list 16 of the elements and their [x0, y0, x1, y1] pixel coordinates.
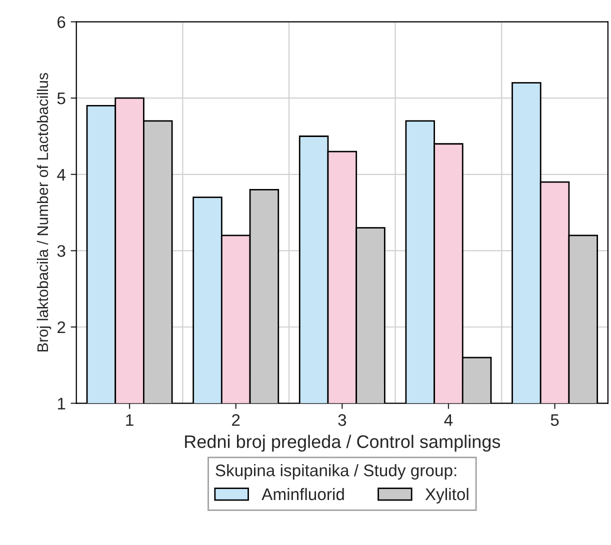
y-tick-label: 6	[58, 16, 66, 28]
legend-label: Aminfluorid	[262, 488, 344, 500]
y-tick-label: 2	[58, 321, 66, 334]
y-tick-label: 5	[57, 92, 66, 104]
x-tick-label: 3	[338, 414, 346, 426]
y-tick-label: 1	[58, 398, 66, 410]
legend-label: Xylitol	[425, 488, 468, 504]
x-axis-title: Redni broj pregleda / Control samplings	[185, 434, 500, 452]
y-tick-label: 4	[57, 168, 66, 180]
x-tick-label: 5	[550, 414, 559, 426]
x-tick-label: 2	[232, 414, 240, 426]
legend-title: Skupina ispitanika / Study group:	[216, 464, 456, 480]
y-tick-label: 3	[57, 245, 66, 257]
x-tick-label: 4	[444, 414, 453, 426]
y-axis-title: Broj laktobacila / Number of Lactobacillus	[36, 72, 52, 352]
x-tick-label: 1	[126, 414, 134, 426]
